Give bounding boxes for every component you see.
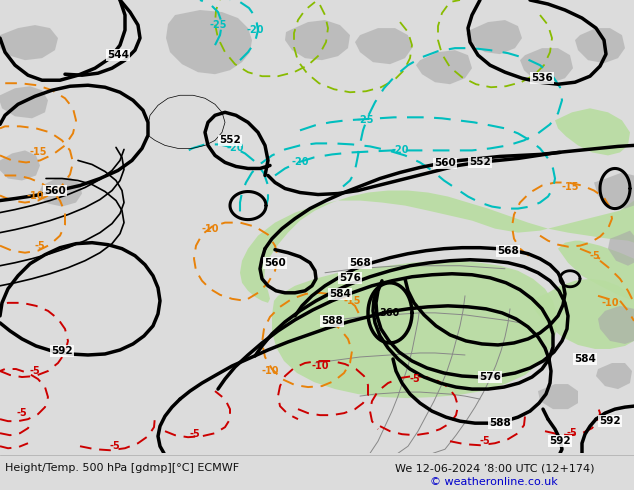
Text: -10: -10 xyxy=(311,361,329,371)
Text: 560: 560 xyxy=(434,158,456,169)
Polygon shape xyxy=(520,48,573,83)
Text: -20: -20 xyxy=(391,146,409,155)
Text: -5: -5 xyxy=(16,408,27,418)
Text: -15: -15 xyxy=(29,147,47,157)
Text: -5: -5 xyxy=(410,374,420,384)
Text: -5: -5 xyxy=(190,429,200,439)
Text: 584: 584 xyxy=(329,289,351,299)
Text: -20: -20 xyxy=(226,144,243,153)
Text: 568: 568 xyxy=(349,258,371,268)
Text: 568: 568 xyxy=(497,245,519,256)
Text: 576: 576 xyxy=(339,273,361,283)
Polygon shape xyxy=(240,0,634,303)
Text: -10: -10 xyxy=(26,191,44,200)
Text: -5: -5 xyxy=(567,428,578,438)
Text: -25: -25 xyxy=(209,20,227,30)
Text: -5: -5 xyxy=(35,241,46,251)
Text: -10: -10 xyxy=(201,223,219,234)
Text: 592: 592 xyxy=(599,416,621,426)
Text: -5: -5 xyxy=(590,251,600,261)
Polygon shape xyxy=(0,86,48,118)
Polygon shape xyxy=(608,231,634,266)
Text: 584: 584 xyxy=(574,354,596,364)
Polygon shape xyxy=(575,28,625,63)
Polygon shape xyxy=(530,279,634,349)
Text: -25: -25 xyxy=(356,115,374,125)
Text: We 12-06-2024 ’8:00 UTC (12+174): We 12-06-2024 ’8:00 UTC (12+174) xyxy=(395,463,595,473)
Polygon shape xyxy=(538,384,578,409)
Polygon shape xyxy=(555,108,630,155)
Text: 560: 560 xyxy=(264,258,286,268)
Text: 560: 560 xyxy=(44,186,66,196)
Polygon shape xyxy=(466,20,522,54)
Text: 592: 592 xyxy=(549,436,571,446)
Polygon shape xyxy=(285,20,350,60)
Text: 536: 536 xyxy=(531,73,553,83)
Polygon shape xyxy=(0,150,40,180)
Text: Height/Temp. 500 hPa [gdmp][°C] ECMWF: Height/Temp. 500 hPa [gdmp][°C] ECMWF xyxy=(5,463,239,473)
Text: -5: -5 xyxy=(480,436,490,446)
Text: -10: -10 xyxy=(261,366,279,376)
Polygon shape xyxy=(598,306,634,344)
Text: -10: -10 xyxy=(601,298,619,308)
Polygon shape xyxy=(272,261,557,398)
Polygon shape xyxy=(355,28,412,64)
Text: 552: 552 xyxy=(219,135,241,146)
Text: -5: -5 xyxy=(30,366,41,376)
Text: 592: 592 xyxy=(51,346,73,356)
Polygon shape xyxy=(596,363,632,389)
Text: -15: -15 xyxy=(343,296,361,306)
Polygon shape xyxy=(558,241,634,301)
Polygon shape xyxy=(594,172,634,209)
Text: -15: -15 xyxy=(561,181,579,192)
Text: 552: 552 xyxy=(469,157,491,168)
Text: 576: 576 xyxy=(479,372,501,382)
Polygon shape xyxy=(0,25,58,60)
Polygon shape xyxy=(38,177,82,207)
Text: © weatheronline.co.uk: © weatheronline.co.uk xyxy=(430,477,558,487)
Text: -20: -20 xyxy=(246,25,264,35)
Text: 360: 360 xyxy=(380,308,400,318)
Polygon shape xyxy=(416,50,472,84)
Text: -20: -20 xyxy=(291,157,309,168)
Text: 544: 544 xyxy=(107,50,129,60)
Polygon shape xyxy=(166,10,252,74)
Text: 588: 588 xyxy=(321,316,343,326)
Text: 588: 588 xyxy=(489,418,511,428)
Text: -5: -5 xyxy=(110,441,120,451)
